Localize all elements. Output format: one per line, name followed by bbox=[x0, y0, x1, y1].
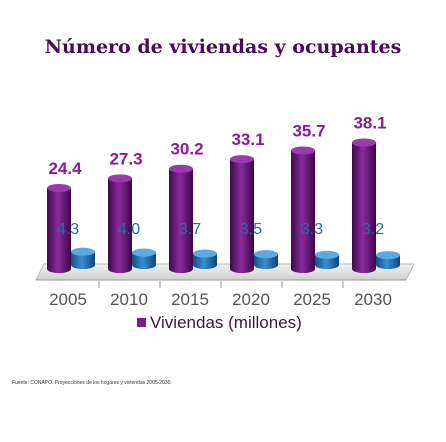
bar-ocupantes-2030 bbox=[376, 251, 400, 269]
data-label-ocupantes-2015: 3.7 bbox=[179, 221, 201, 238]
bars-layer bbox=[47, 138, 400, 273]
x-tick-2030: 2030 bbox=[354, 290, 392, 309]
x-tick-2025: 2025 bbox=[293, 290, 331, 309]
bar-ocupantes-2020 bbox=[254, 250, 278, 269]
data-label-viviendas-2005: 24.4 bbox=[48, 159, 82, 178]
labels-layer: 24.4 4.3 2005 27.3 4.0 2010 30.2 3.7 2015 33.1 3.5… bbox=[48, 114, 391, 309]
data-label-ocupantes-2025: 3.3 bbox=[301, 221, 323, 238]
x-tick-2010: 2010 bbox=[110, 290, 148, 309]
chart-title: Número de viviendas y ocupantes bbox=[45, 36, 402, 58]
data-label-ocupantes-2030: 3.2 bbox=[362, 221, 384, 238]
bar-viviendas-2005 bbox=[47, 183, 71, 273]
bar-viviendas-2025 bbox=[291, 146, 315, 273]
x-tick-2005: 2005 bbox=[49, 290, 87, 309]
bar-ocupantes-2005 bbox=[71, 247, 95, 269]
bar-ocupantes-2010 bbox=[132, 248, 156, 269]
bar-ocupantes-2015 bbox=[193, 249, 217, 269]
bar-viviendas-2015 bbox=[169, 164, 193, 273]
bar-viviendas-2030 bbox=[352, 138, 376, 273]
data-label-ocupantes-2005: 4.3 bbox=[57, 221, 79, 238]
bar-viviendas-2010 bbox=[108, 174, 132, 273]
data-label-viviendas-2010: 27.3 bbox=[109, 149, 142, 168]
x-tick-2015: 2015 bbox=[171, 290, 209, 309]
x-tick-2020: 2020 bbox=[232, 290, 270, 309]
data-label-viviendas-2020: 33.1 bbox=[231, 130, 264, 149]
bar-ocupantes-2025 bbox=[315, 250, 339, 269]
data-label-viviendas-2025: 35.7 bbox=[292, 121, 325, 140]
data-label-viviendas-2030: 38.1 bbox=[353, 114, 386, 133]
data-label-ocupantes-2010: 4.0 bbox=[118, 221, 140, 238]
data-label-viviendas-2015: 30.2 bbox=[170, 140, 203, 159]
source-note: Fuente: CONAPO. Proyecciones de los hoga… bbox=[12, 380, 172, 386]
data-label-ocupantes-2020: 3.5 bbox=[240, 221, 262, 238]
legend-label-viviendas: Viviendas (millones) bbox=[150, 313, 302, 332]
bar-viviendas-2020 bbox=[230, 155, 254, 273]
legend-swatch-viviendas bbox=[137, 318, 146, 327]
